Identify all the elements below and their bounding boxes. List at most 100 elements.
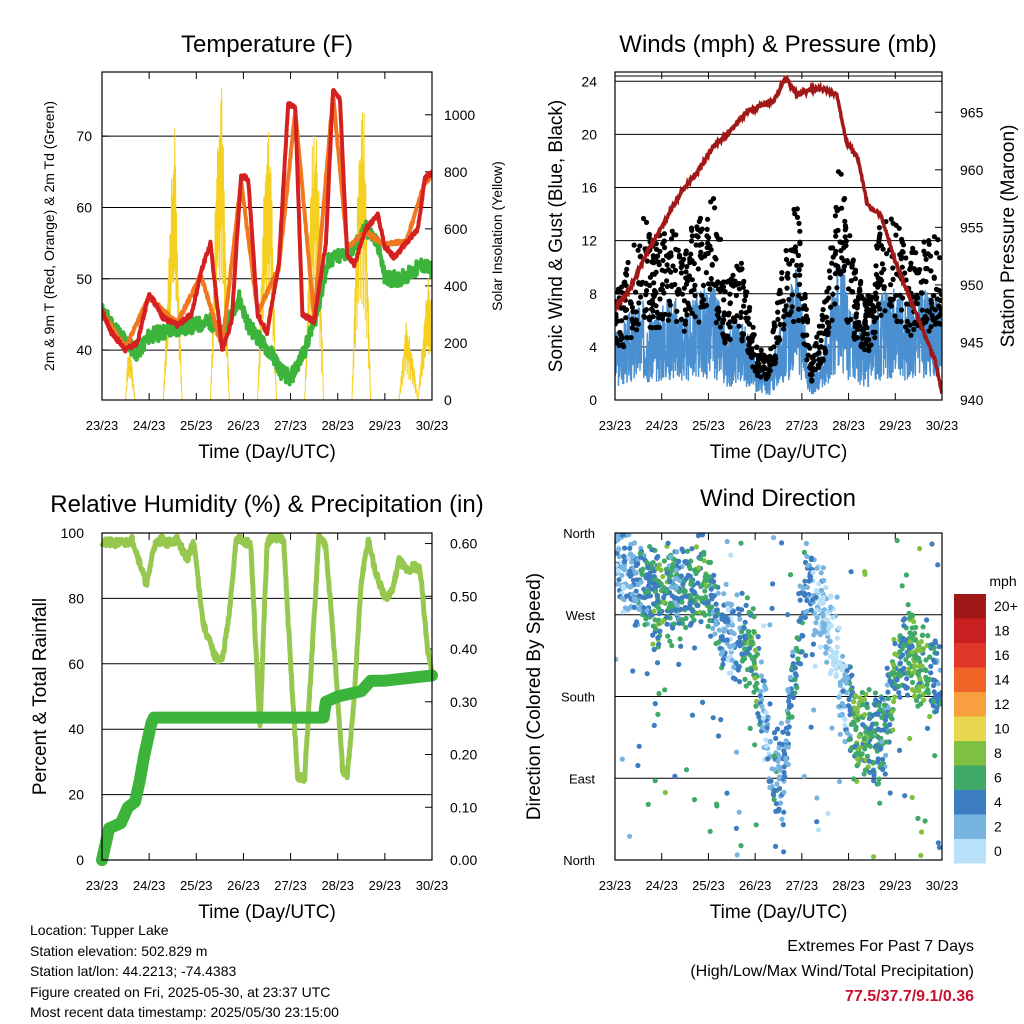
series-t2m <box>102 87 432 354</box>
direction-point <box>924 678 931 685</box>
x-axis-label: Time (Day/UTC) <box>710 442 848 463</box>
direction-point <box>827 654 834 660</box>
direction-point <box>825 810 831 817</box>
gust-point <box>852 267 859 273</box>
gust-point <box>910 245 916 251</box>
direction-point <box>622 605 629 611</box>
direction-point <box>669 643 675 649</box>
gust-point <box>707 286 713 292</box>
direction-point <box>619 564 625 570</box>
x-tick-label: 29/23 <box>369 418 402 433</box>
direction-point <box>741 625 747 631</box>
direction-point <box>776 745 782 751</box>
gust-point <box>908 332 914 338</box>
gust-point <box>631 242 637 248</box>
direction-point <box>768 778 774 784</box>
gust-point <box>679 291 686 297</box>
gust-point <box>709 261 715 268</box>
direction-point <box>656 641 662 647</box>
gust-point <box>830 245 836 251</box>
direction-point <box>689 546 695 552</box>
gust-point <box>674 308 680 314</box>
gust-point <box>832 213 839 219</box>
direction-point <box>814 565 820 571</box>
x-tick-label: 23/23 <box>599 878 632 893</box>
gust-point <box>615 318 621 324</box>
gust-point <box>926 328 932 334</box>
direction-point <box>779 816 785 822</box>
direction-point <box>792 677 798 683</box>
direction-point <box>824 659 830 665</box>
gust-point <box>904 318 910 325</box>
direction-point <box>887 722 893 728</box>
direction-point <box>656 611 662 617</box>
direction-point <box>689 598 695 604</box>
direction-point <box>630 668 636 674</box>
legend-swatch <box>954 790 986 815</box>
speed-legend: mph 20+ 18 16 14 12 10 8 6 4 2 0 <box>954 573 1018 864</box>
direction-point <box>680 586 687 592</box>
gust-point <box>882 308 888 314</box>
gust-point <box>784 274 790 280</box>
direction-point <box>699 533 706 538</box>
gust-point <box>664 262 670 268</box>
direction-point <box>651 601 657 607</box>
direction-point <box>837 679 843 686</box>
gust-point <box>672 267 679 273</box>
direction-point <box>795 648 801 654</box>
direction-point <box>633 588 639 594</box>
gust-point <box>637 243 643 249</box>
gust-point <box>705 281 712 287</box>
direction-point <box>729 657 735 663</box>
direction-point <box>891 636 897 643</box>
direction-point <box>658 581 664 587</box>
direction-point <box>734 852 740 858</box>
direction-point <box>884 665 890 671</box>
gust-point <box>919 307 925 313</box>
gust-point <box>708 276 714 282</box>
direction-point <box>713 607 719 614</box>
direction-point <box>720 661 726 668</box>
direction-point <box>810 597 816 603</box>
gust-point <box>728 276 734 282</box>
direction-point <box>836 625 842 631</box>
series-solar <box>102 88 432 400</box>
direction-point <box>747 725 753 732</box>
gust-point <box>821 345 828 351</box>
direction-point <box>909 794 915 801</box>
y2-axis-label: Station Pressure (Maroon) <box>998 125 1019 348</box>
y-tick-label: North <box>563 853 595 868</box>
gust-point <box>816 349 822 356</box>
y2-tick-label: 955 <box>960 219 984 235</box>
gust-point <box>789 292 796 298</box>
direction-point <box>700 596 706 602</box>
direction-point <box>912 630 918 636</box>
direction-point <box>844 730 850 736</box>
plot-frame <box>614 532 943 861</box>
direction-point <box>616 577 622 583</box>
gust-point <box>908 260 914 266</box>
direction-point <box>919 663 925 669</box>
direction-point <box>901 665 907 671</box>
direction-point <box>931 698 937 705</box>
direction-point <box>808 607 814 613</box>
direction-point <box>671 594 677 601</box>
gust-point <box>853 311 860 317</box>
direction-point <box>785 719 791 725</box>
gust-point <box>849 289 856 295</box>
gust-point <box>832 301 838 307</box>
gust-point <box>656 324 662 330</box>
gust-point <box>937 255 942 261</box>
gust-point <box>668 236 675 242</box>
direction-point <box>651 722 657 729</box>
gust-point <box>619 335 625 341</box>
gust-point <box>670 263 676 269</box>
direction-point <box>790 653 796 659</box>
direction-point <box>925 633 931 639</box>
direction-point <box>718 717 724 723</box>
gust-point <box>866 343 872 350</box>
gust-point <box>928 268 934 274</box>
direction-point <box>728 628 734 634</box>
gust-point <box>816 323 823 329</box>
x-tick-label: 25/23 <box>180 418 213 433</box>
